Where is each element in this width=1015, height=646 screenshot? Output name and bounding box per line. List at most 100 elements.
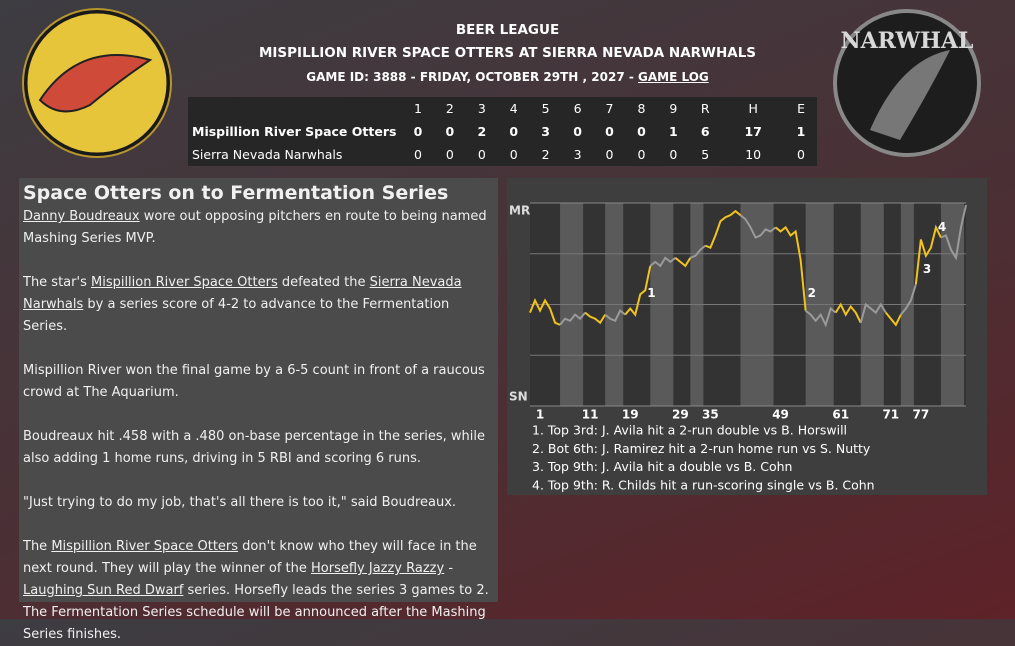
text: - [444,561,454,576]
x-tick-label: 11 [582,408,599,422]
text: Boudreaux hit .458 with a .480 on-base p… [23,429,485,466]
win-probability-line [739,214,777,239]
column-header: 8 [637,101,646,116]
event-marker: 4 [938,220,946,234]
event-marker: 2 [808,286,816,300]
team-header [188,97,402,120]
box-value: 1 [796,124,806,139]
away-logo-ring [22,8,172,158]
box-value: 5 [701,147,710,162]
x-tick-label: 71 [882,408,899,422]
box-value: 0 [477,147,486,162]
link[interactable]: Laughing Sun Red Dwarf [23,583,184,598]
column-header: 1 [413,101,422,116]
win-probability-line [529,298,561,326]
box-value: 1 [668,124,678,139]
win-probability-line [774,225,807,311]
x-tick-label: 77 [913,408,930,422]
box-row: Sierra Nevada Narwhals 0 0 0 0 2 3 0 0 0 5 10 0 [188,143,817,166]
win-probability-panel: SN MR 1 11 19 29 35 49 61 71 77 1 2 3 4 1. Top 3rd: J. … [507,178,987,495]
box-value: 0 [445,124,455,139]
box-value: 17 [744,124,762,139]
box-header-row: 1 2 3 4 5 6 7 8 9 R H E [188,97,817,120]
text: The [23,539,52,554]
column-header: 6 [573,101,582,116]
column-header: R [700,101,710,116]
event-marker: 3 [923,262,931,276]
box-value: 2 [541,147,550,162]
game-info: GAME ID: 3888 - FRIDAY, OCTOBER 29TH , 2… [306,70,634,84]
box-value: 3 [541,124,550,139]
paragraph: Danny Boudreaux wore out opposing pitche… [23,206,494,250]
team-name: Sierra Nevada Narwhals [192,147,343,162]
box-value: 0 [509,124,519,139]
text: "Just trying to do my job, that's all th… [23,495,457,510]
text: series. Horsefly leads the series 3 game… [23,583,489,642]
away-logo-art [38,54,153,113]
text: wore out opposing pitchers en route to b… [23,209,487,246]
box-value: 0 [605,147,614,162]
y-tick-label: SN [509,390,528,404]
x-tick-label: 29 [672,408,689,422]
column-header: 3 [477,101,486,116]
game-log-link[interactable]: GAME LOG [638,70,709,84]
box-value: 0 [573,124,582,139]
annotation: 3. Top 9th: J. Avila hit a double vs B. … [532,459,792,474]
matchup: MISPILLION RIVER SPACE OTTERS AT SIERRA … [258,45,757,61]
box-score: 1 2 3 4 5 6 7 8 9 R H E Mispillion River Space Otter… [188,97,817,166]
column-header: 5 [541,101,550,116]
column-header: H [748,101,758,116]
x-tick-label: 35 [702,408,719,422]
column-header: 7 [605,101,614,116]
paragraph: The Mispillion River Space Otters don't … [23,536,494,646]
column-header: 4 [509,101,518,116]
link[interactable]: Horsefly Jazzy Razzy [311,561,445,576]
win-probability-line [705,209,742,249]
box-value: 0 [669,147,678,162]
box-value: 0 [445,147,454,162]
win-probability-line [584,311,607,325]
text: defeated the [277,275,370,290]
box-value: 0 [637,124,646,139]
x-tick-label: 61 [832,408,849,422]
win-probability-line [689,244,707,259]
annotation: 4. Top 9th: R. Childs hit a run-scoring … [532,477,875,492]
text: Mispillion River won the final game by a… [23,363,485,400]
win-probability-line [604,309,626,323]
article-title: Space Otters on to Fermentation Series [23,182,449,204]
win-probability-line [900,283,917,316]
y-tick-label: MR [509,204,530,218]
win-probability-line [859,302,887,324]
text: by a series score of 4-2 to advance to t… [23,297,450,334]
link[interactable]: Mispillion River Space Otters [90,275,278,290]
annotation: 2. Bot 6th: J. Ramirez hit a 2-run home … [532,441,871,456]
win-probability-line [624,265,652,317]
win-probability-line [940,204,967,261]
column-header: 9 [669,101,678,116]
column-header: E [797,101,805,116]
box-value: 0 [637,147,646,162]
box-value: 6 [700,124,710,139]
link[interactable]: Danny Boudreaux [23,209,140,224]
box-value: 0 [413,147,422,162]
text: The star's [23,275,91,290]
column-header: 2 [445,101,454,116]
league: BEER LEAGUE [455,22,560,38]
annotation: 1. Top 3rd: J. Avila hit a 2-run double … [532,423,847,438]
x-tick-label: 1 [536,408,544,422]
win-probability-line [559,311,586,326]
win-probability-line [674,257,692,268]
event-marker: 1 [647,286,655,300]
x-tick-label: 49 [772,408,789,422]
box-value: 2 [477,124,487,139]
win-probability-line [914,224,942,285]
link[interactable]: Sierra Nevada Narwhals [23,275,462,312]
paragraph: Mispillion River won the final game by a… [23,360,494,404]
home-logo-art [870,50,950,140]
box-value: 3 [573,147,582,162]
box-row: Mispillion River Space Otters 0 0 2 0 3 0 0 0 1 6 1… [188,120,817,143]
link[interactable]: Mispillion River Space Otters [51,539,239,554]
paragraph: "Just trying to do my job, that's all th… [23,492,494,514]
win-probability-line [885,311,902,327]
